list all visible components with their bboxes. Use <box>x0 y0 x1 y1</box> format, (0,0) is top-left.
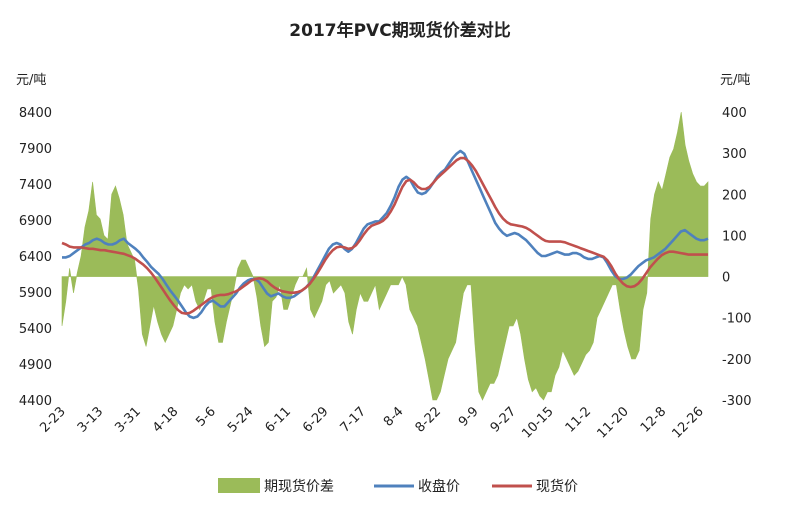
left-axis-unit: 元/吨 <box>16 73 46 88</box>
left-tick-label: 8400 <box>19 106 52 121</box>
right-tick-label: 300 <box>722 147 747 162</box>
right-tick-label: 0 <box>722 271 730 286</box>
x-tick-label: 6-29 <box>300 404 331 435</box>
right-tick-label: -100 <box>722 312 752 327</box>
x-tick-label: 6-11 <box>263 404 294 435</box>
x-axis-ticks: 2-23 3-13 3-31 4-18 5-6 5-24 6-11 6-29 7-17 8-4 8-… <box>37 404 706 441</box>
legend-label-spot: 现货价 <box>536 478 578 495</box>
x-tick-label: 8-22 <box>413 404 444 435</box>
x-tick-label: 5-24 <box>225 404 256 435</box>
left-tick-label: 7400 <box>19 178 52 193</box>
x-tick-label: 9-27 <box>488 404 519 435</box>
spread-area <box>61 111 709 401</box>
left-tick-label: 5400 <box>19 322 52 337</box>
right-tick-label: 400 <box>722 106 747 121</box>
spread-area-layer <box>61 111 709 401</box>
legend-label-spread: 期现货价差 <box>264 478 334 495</box>
right-tick-label: 100 <box>722 229 747 244</box>
left-tick-label: 7900 <box>19 142 52 157</box>
x-tick-label: 3-13 <box>75 404 106 435</box>
x-tick-label: 5-6 <box>193 404 219 430</box>
x-tick-label: 12-8 <box>638 404 669 435</box>
legend: 期现货价差 收盘价 现货价 <box>218 478 578 495</box>
left-axis-ticks: 4400 4900 5400 5900 6400 6900 7400 7900 8400 <box>19 106 52 409</box>
x-tick-label: 4-18 <box>150 404 181 435</box>
x-tick-label: 3-31 <box>112 404 143 435</box>
x-tick-label: 11-20 <box>594 404 631 441</box>
x-tick-label: 7-17 <box>338 404 369 435</box>
x-tick-label: 12-26 <box>670 404 707 441</box>
spot-price-line <box>61 156 708 315</box>
right-tick-label: -300 <box>722 394 752 409</box>
right-tick-label: 200 <box>722 188 747 203</box>
left-tick-label: 6900 <box>19 214 52 229</box>
right-axis-unit: 元/吨 <box>720 73 750 88</box>
left-tick-label: 4400 <box>19 394 52 409</box>
x-tick-label: 9-9 <box>456 404 482 430</box>
right-axis-ticks: -300 -200 -100 0 100 200 300 400 <box>722 106 752 409</box>
x-tick-label: 8-4 <box>381 404 407 430</box>
left-tick-label: 5900 <box>19 286 52 301</box>
x-tick-label: 11-2 <box>563 404 594 435</box>
left-tick-label: 6400 <box>19 250 52 265</box>
x-tick-label: 10-15 <box>519 404 556 441</box>
legend-label-close: 收盘价 <box>418 478 460 495</box>
legend-swatch-spread <box>218 478 260 493</box>
price-lines-layer <box>61 149 709 320</box>
left-tick-label: 4900 <box>19 358 52 373</box>
right-tick-label: -200 <box>722 353 752 368</box>
chart-title: 2017年PVC期现货价差对比 <box>289 20 510 41</box>
